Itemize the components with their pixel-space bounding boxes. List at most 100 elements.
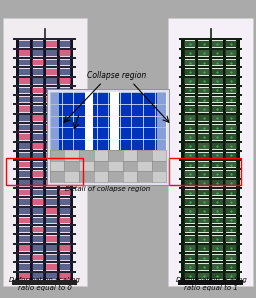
Bar [223,39,226,281]
Bar [225,236,237,242]
Bar [179,150,242,152]
Bar [32,153,44,158]
Bar [46,255,57,260]
Bar [137,171,152,182]
Bar [32,69,44,74]
Bar [211,60,223,65]
Bar [14,196,76,198]
Bar [184,227,196,232]
Bar [46,153,57,158]
Bar [19,190,30,195]
Bar [19,181,30,186]
Bar [198,255,210,260]
Bar [225,208,237,214]
Bar [198,143,210,149]
Bar [59,227,71,232]
Bar [198,181,210,186]
Bar [211,199,223,205]
Bar [19,199,30,205]
Bar [184,255,196,260]
Bar [14,113,76,115]
Bar [59,115,71,121]
Bar [198,218,210,223]
Bar [211,273,223,279]
Bar [123,161,137,171]
Bar [184,134,196,139]
Bar [85,92,93,150]
Bar [225,273,237,279]
Bar [59,181,71,186]
Bar [225,97,237,103]
Bar [59,88,71,93]
Bar [179,187,242,189]
Bar [225,264,237,270]
Bar [32,97,44,103]
Bar [179,215,242,217]
Bar [46,208,57,214]
Bar [59,143,71,149]
Bar [225,171,237,177]
Text: Deformation scaling
ratio equal to 1: Deformation scaling ratio equal to 1 [176,277,247,291]
Bar [184,60,196,65]
Bar [19,255,30,260]
Bar [32,264,44,270]
Bar [14,243,76,245]
Bar [184,50,196,56]
Bar [14,94,76,96]
Bar [184,143,196,149]
Bar [19,41,30,47]
Bar [111,92,119,150]
Bar [179,85,242,87]
Bar [59,153,71,158]
Bar [179,75,242,77]
Bar [179,252,242,254]
Bar [211,125,223,130]
Bar [211,246,223,251]
Bar [19,97,30,103]
Bar [198,50,210,56]
Bar [108,150,123,161]
Bar [198,88,210,93]
Bar [184,69,196,74]
Bar [32,115,44,121]
Bar [198,69,210,74]
Bar [46,273,57,279]
Bar [225,190,237,195]
Bar [46,115,57,121]
Bar [157,92,166,150]
Bar [225,218,237,223]
Bar [46,264,57,270]
Bar [14,187,76,189]
Bar [198,190,210,195]
Bar [137,150,152,161]
Bar [14,233,76,235]
Bar [59,236,71,242]
Bar [179,48,242,50]
Bar [19,273,30,279]
Bar [14,252,76,254]
Bar [65,161,79,171]
Bar [179,261,242,263]
Bar [225,125,237,130]
Bar [211,218,223,223]
Bar [70,39,73,281]
Bar [179,113,242,115]
Bar [211,171,223,177]
Bar [179,196,242,198]
Bar [32,41,44,47]
Bar [183,39,238,281]
Bar [198,236,210,242]
Bar [59,190,71,195]
Bar [198,171,210,177]
Bar [184,218,196,223]
Bar [184,273,196,279]
Bar [198,60,210,65]
Bar [46,162,57,167]
Bar [179,38,242,41]
Bar [14,122,76,124]
Bar [14,150,76,152]
Bar [198,227,210,232]
Bar [211,97,223,103]
Bar [184,236,196,242]
Bar [184,181,196,186]
